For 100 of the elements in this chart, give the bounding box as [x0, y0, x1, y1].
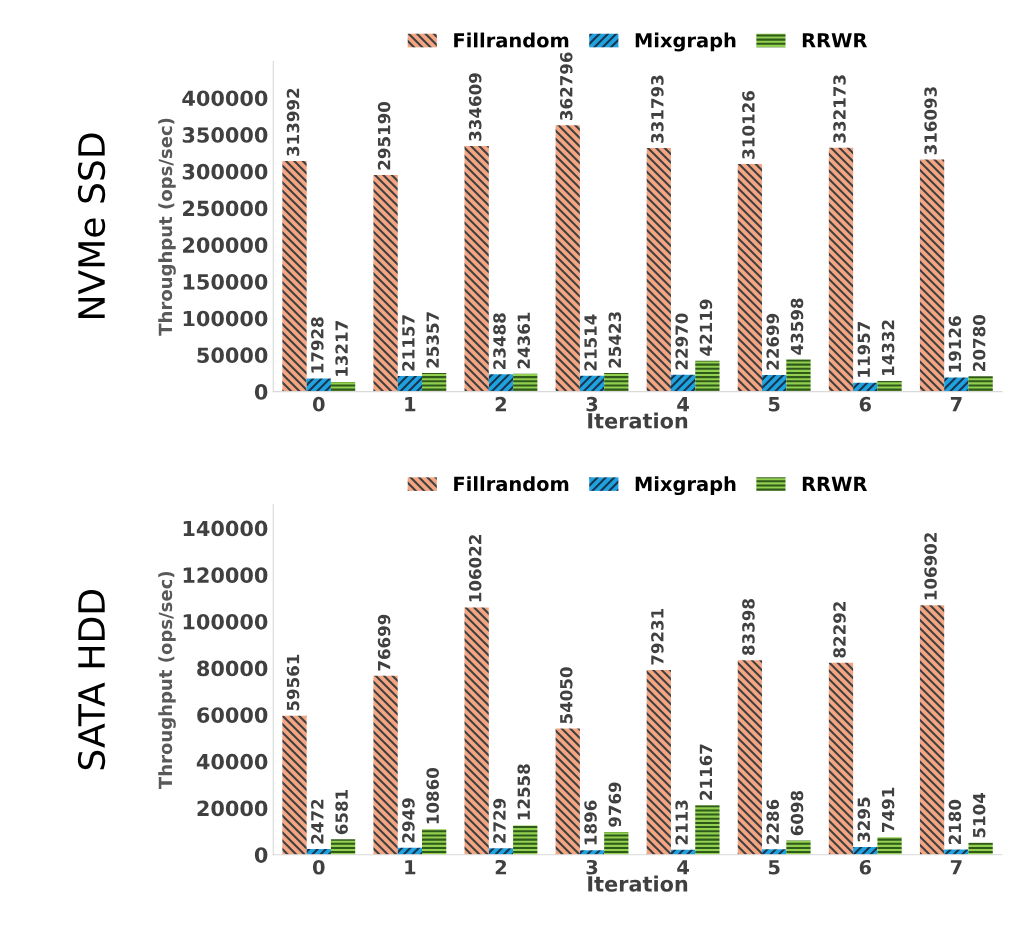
legend-label: RRWR: [802, 476, 868, 491]
bar: [695, 360, 720, 392]
data-label: 331793: [651, 75, 664, 143]
y-tick-label: 250000: [183, 200, 268, 217]
y-tick-label: 60000: [197, 707, 268, 723]
data-label: 59561: [286, 654, 300, 711]
x-tick-label: 7: [950, 860, 962, 875]
y-axis-title: Throughput (ops/sec): [158, 571, 176, 790]
data-label: 106022: [468, 535, 482, 602]
bar: [604, 831, 629, 855]
bar: [737, 163, 763, 392]
bar: [646, 148, 671, 392]
x-tick-label: 1: [405, 860, 416, 875]
bar: [488, 374, 514, 392]
data-label: 2949: [402, 798, 415, 843]
bar: [670, 374, 696, 392]
bar: [464, 607, 489, 855]
data-label: 25357: [426, 312, 439, 368]
y-tick-label: 20000: [197, 800, 268, 817]
y-tick-label: 400000: [182, 90, 268, 107]
data-label: 79231: [651, 608, 664, 665]
bar: [513, 825, 538, 855]
data-label: 11957: [857, 322, 871, 377]
text: NVMe SSD: [77, 133, 106, 318]
data-label: 2113: [675, 800, 688, 845]
bar: [555, 728, 580, 855]
bar: [828, 662, 854, 855]
data-label: 106902: [924, 533, 937, 600]
bar: [919, 605, 945, 855]
x-axis-title: Iteration: [588, 875, 688, 892]
bar: [762, 374, 787, 392]
data-label: 43598: [790, 298, 804, 355]
bar: [397, 376, 422, 392]
data-label: 313992: [286, 88, 300, 156]
bar: [282, 715, 307, 855]
data-label: 54050: [559, 667, 573, 724]
data-label: 2286: [766, 799, 780, 844]
bar: [555, 125, 580, 392]
bar: [853, 382, 878, 392]
data-label: 295190: [377, 101, 391, 170]
y-tick-label: 50000: [197, 347, 268, 364]
y-tick-label: 100000: [183, 613, 268, 630]
data-label: 76699: [377, 614, 391, 671]
data-label: 14332: [881, 320, 895, 376]
bar: [282, 161, 307, 392]
bar: [695, 805, 720, 855]
data-label: 5104: [972, 793, 986, 838]
y-tick-label: 0: [254, 847, 268, 863]
legend-label: RRWR: [802, 33, 868, 48]
y-tick-label: 300000: [182, 163, 268, 180]
data-label: 12558: [517, 764, 531, 820]
data-label: 42119: [699, 299, 713, 356]
data-label: 362796: [559, 52, 573, 120]
bar: [464, 145, 489, 392]
data-label: 310126: [742, 91, 755, 159]
y-axis-title: Throughput (ops/sec): [158, 118, 176, 336]
bar: [877, 381, 902, 392]
x-axis-title: Iteration: [588, 412, 688, 429]
data-label: 1896: [584, 800, 597, 845]
bar: [306, 378, 331, 392]
y-tick-label: 350000: [182, 127, 268, 143]
bar: [877, 837, 902, 855]
x-tick-label: 0: [312, 396, 325, 412]
bar: [968, 842, 993, 855]
x-tick-label: 5: [768, 397, 780, 412]
data-label: 22970: [675, 313, 688, 370]
data-label: 10860: [426, 768, 439, 824]
y-tick-label: 120000: [183, 567, 268, 584]
text: SATA HDD: [77, 590, 106, 770]
bar: [330, 381, 356, 392]
bar: [330, 839, 356, 855]
x-tick-label: 2: [495, 396, 507, 412]
bar: [786, 359, 811, 392]
x-tick-label: 3: [586, 859, 598, 875]
bar: [604, 372, 629, 392]
legend-label: Fillrandom: [454, 476, 569, 492]
y-tick-label: 140000: [183, 520, 268, 537]
bar: [968, 376, 993, 392]
bar: [762, 849, 787, 855]
data-label: 332173: [833, 75, 846, 143]
bar: [373, 675, 398, 855]
data-label: 83398: [742, 599, 755, 655]
bar: [646, 669, 671, 855]
bar: [373, 174, 398, 392]
x-tick-label: 2: [495, 859, 507, 875]
x-tick-label: 6: [859, 859, 871, 875]
data-label: 3295: [857, 797, 871, 842]
y-tick-label: 0: [254, 384, 268, 400]
data-label: 82292: [833, 602, 846, 658]
y-tick-label: 200000: [183, 237, 268, 253]
bar: [944, 377, 969, 392]
legend-label: Mixgraph: [635, 476, 736, 496]
bar: [828, 147, 854, 392]
data-label: 22699: [766, 313, 780, 370]
data-label: 19126: [948, 316, 962, 372]
legend-label: Fillrandom: [454, 32, 569, 48]
data-label: 24361: [517, 312, 531, 369]
y-tick-label: 100000: [183, 310, 268, 327]
bar: [853, 847, 878, 855]
data-label: 2472: [311, 799, 324, 844]
